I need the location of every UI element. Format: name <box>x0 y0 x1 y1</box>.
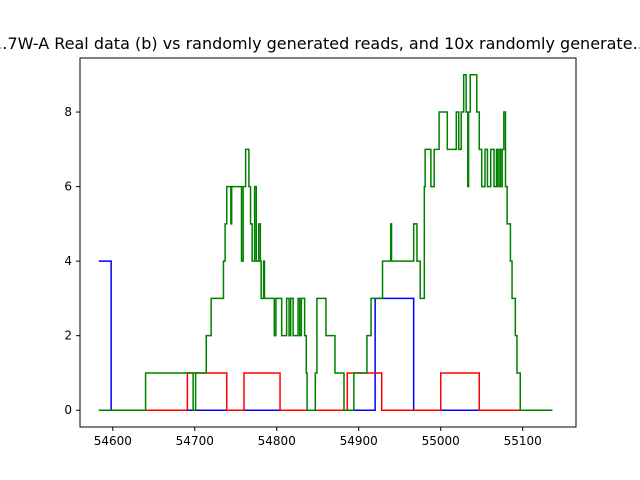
x-tick-label: 54700 <box>176 434 214 448</box>
y-tick-label: 2 <box>64 329 72 343</box>
x-tick-label: 55100 <box>504 434 542 448</box>
series-line-3 <box>98 74 553 411</box>
y-axis: 0 2 4 6 8 <box>64 105 80 417</box>
x-tick-label: 55000 <box>422 434 460 448</box>
series-line-2 <box>98 372 553 411</box>
x-tick-label: 54600 <box>94 434 132 448</box>
series-line-1 <box>98 260 553 411</box>
y-tick-label: 0 <box>64 403 72 417</box>
y-tick-label: 6 <box>64 180 72 194</box>
x-axis: 54600 54700 54800 54900 55000 55100 <box>94 427 542 448</box>
y-tick-label: 4 <box>64 254 72 268</box>
x-tick-label: 54900 <box>340 434 378 448</box>
series-layer <box>98 74 553 411</box>
plot-frame <box>79 57 577 428</box>
chart-title: …7W-A Real data (b) vs randomly generate… <box>0 34 640 53</box>
y-tick-label: 8 <box>64 105 72 119</box>
x-tick-label: 54800 <box>258 434 296 448</box>
